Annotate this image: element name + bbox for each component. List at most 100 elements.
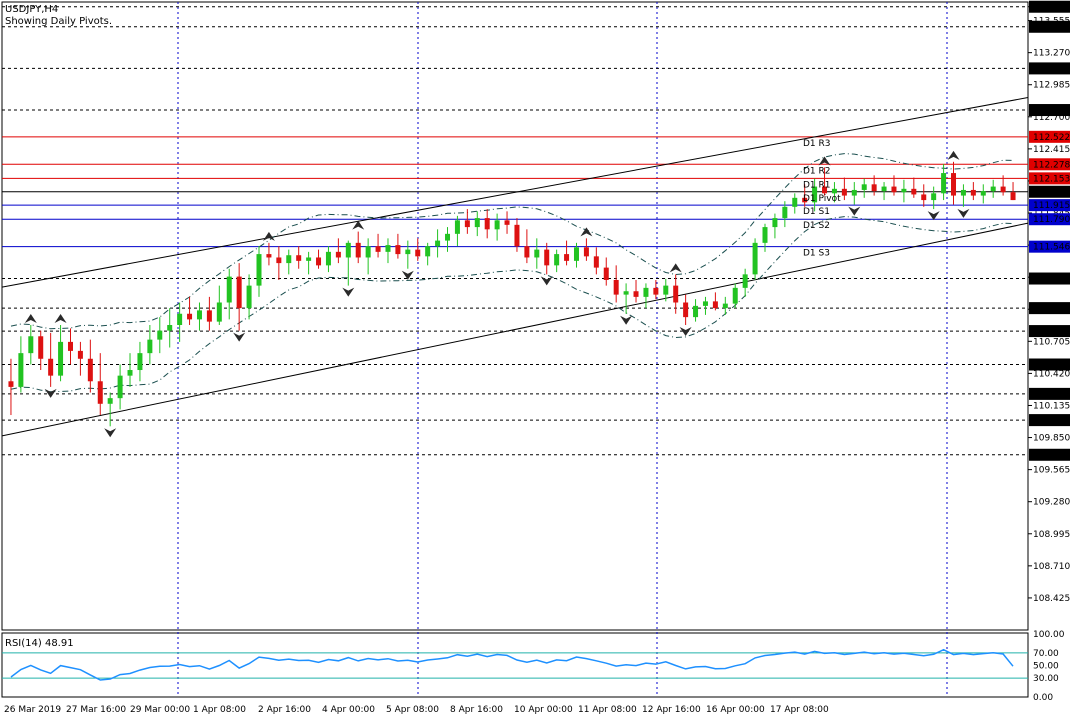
fractal-up-arrow — [818, 156, 831, 166]
candle-body — [514, 224, 520, 247]
candle-body — [87, 358, 93, 382]
candle-body — [792, 197, 798, 207]
pivot-label: D1 S3 — [803, 249, 830, 259]
fractal-up-arrow — [54, 314, 67, 324]
fractal-down-arrow — [620, 315, 633, 325]
rsi-tick-label: 30.00 — [1033, 674, 1059, 684]
fractal-down-arrow — [233, 332, 246, 342]
candle-body — [395, 245, 401, 255]
trend-channel — [1, 97, 1029, 437]
rsi-pane[interactable] — [1, 632, 1029, 698]
price-tag-label: 109.697 — [1033, 451, 1070, 461]
price-tag-box — [1029, 130, 1070, 143]
price-tick-label: 109.565 — [1033, 466, 1070, 476]
channel-lower-line — [1, 222, 1029, 437]
candle-body — [405, 249, 411, 255]
candle-body — [8, 381, 14, 387]
price-tag-label: 113.130 — [1033, 64, 1070, 74]
candle-body — [663, 285, 669, 295]
price-tag-box — [1029, 272, 1070, 285]
candle-body — [107, 398, 113, 404]
candle-body — [891, 186, 897, 193]
candle-body — [167, 325, 173, 331]
candle-body — [722, 303, 728, 309]
price-tag-box — [1029, 20, 1070, 33]
candle-body — [990, 186, 996, 192]
price-tag-label: 110.796 — [1033, 327, 1070, 337]
fractal-up-arrow — [669, 263, 682, 273]
candle-body — [583, 247, 589, 257]
price-tick-label: 109.850 — [1033, 434, 1070, 444]
price-tag-label: 111.000 — [1033, 304, 1070, 314]
price-tag-label: 111.546 — [1033, 243, 1070, 253]
price-tag-label: 110.499 — [1033, 361, 1070, 371]
fractal-up-arrow — [24, 314, 37, 324]
price-tick-label: 108.710 — [1033, 562, 1070, 572]
price-tick-label: 108.425 — [1033, 594, 1070, 604]
time-tick-label: 12 Apr 16:00 — [642, 705, 701, 715]
envelope-lower — [10, 216, 1014, 393]
rsi-tick-label: 50.00 — [1033, 662, 1059, 672]
pivot-labels: D1 R3 D1 R2 D1 R1 D1 Pivot D1 S1 D1 S2 D1 S3 — [803, 139, 841, 259]
candle-body — [911, 188, 917, 195]
candle-body — [375, 246, 381, 252]
candle-body — [335, 251, 341, 258]
candle-body — [851, 189, 857, 196]
candle-body — [841, 188, 847, 196]
candle-body — [445, 233, 451, 241]
candle-body — [544, 249, 550, 266]
candle-body — [831, 188, 837, 194]
price-tag-box — [1029, 448, 1070, 461]
candle-body — [941, 173, 947, 194]
fractal-up-arrow — [580, 227, 593, 237]
price-axis: 113.678113.555113.270112.985112.700112.4… — [1028, 0, 1070, 604]
candle-body — [951, 173, 957, 196]
candle-body — [236, 276, 242, 309]
fractal-arrows — [24, 150, 970, 438]
candle-body — [38, 336, 44, 359]
chart-subtitle: Showing Daily Pivots. — [5, 16, 112, 27]
candle-body — [772, 218, 778, 228]
fractal-down-arrow — [401, 270, 414, 280]
candle-body — [454, 220, 460, 234]
fractal-up-arrow — [352, 220, 365, 230]
candle-body — [633, 291, 639, 297]
candle-body — [196, 310, 202, 320]
price-tick-label: 109.280 — [1033, 498, 1070, 508]
price-pane[interactable] — [1, 1, 1029, 631]
candle-body — [157, 330, 163, 340]
fractal-down-arrow — [104, 428, 117, 438]
candle-body — [127, 370, 133, 376]
candle-body — [67, 341, 73, 351]
candle-body — [613, 279, 619, 295]
price-tag-box — [1029, 0, 1070, 13]
candle-body — [425, 246, 431, 257]
candle-body — [881, 186, 887, 192]
candle-body — [732, 287, 738, 304]
fractal-up-arrow — [262, 231, 275, 241]
candle-body — [137, 353, 143, 371]
candle-body — [504, 220, 510, 225]
candle-body — [812, 186, 818, 203]
candle-body — [18, 353, 24, 387]
price-tag-label: 112.153 — [1033, 174, 1070, 184]
candle-body — [960, 189, 966, 196]
pivot-label: D1 S1 — [803, 207, 830, 217]
pivot-label: D1 R2 — [803, 166, 831, 176]
candle-body — [187, 313, 193, 320]
price-tag-label: 110.005 — [1033, 416, 1070, 426]
pivot-label: D1 R3 — [803, 139, 831, 149]
rsi-line — [10, 648, 1014, 681]
candle-body — [871, 184, 877, 192]
price-tick-label: 112.415 — [1033, 145, 1070, 155]
time-tick-label: 5 Apr 08:00 — [386, 705, 439, 715]
dashed-price-levels — [2, 6, 1028, 456]
candle-body — [534, 249, 540, 258]
candle-body — [415, 249, 421, 257]
candle-body — [147, 339, 153, 354]
pivot-label: D1 Pivot — [803, 194, 841, 204]
pivot-lines — [2, 136, 1028, 248]
price-tag-box — [1029, 185, 1070, 198]
candle-body — [603, 267, 609, 280]
